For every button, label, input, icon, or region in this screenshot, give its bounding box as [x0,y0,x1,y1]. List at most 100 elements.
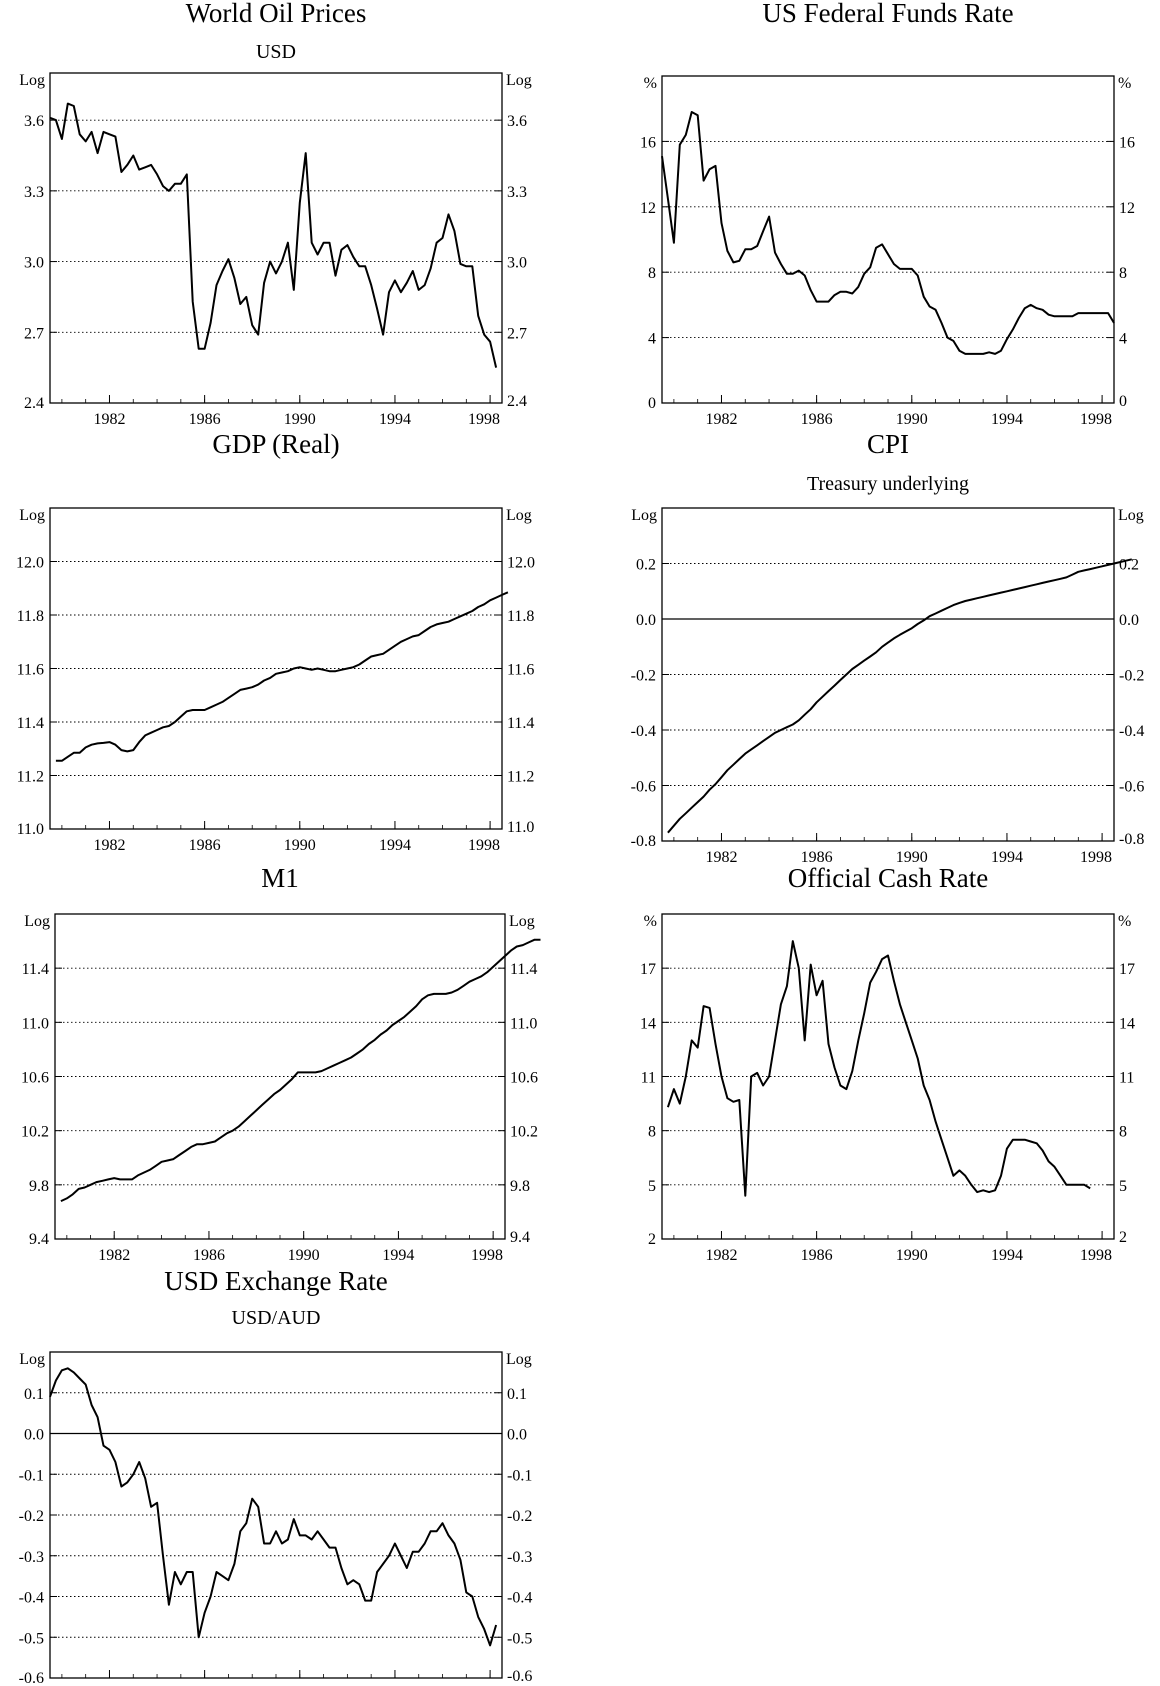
y-tick-label-right: 2.7 [507,325,527,342]
y-tick-label-left: 5 [648,1178,656,1195]
y-tick-label-left: 11 [641,1070,656,1087]
y-unit-left: Log [631,507,657,524]
chart-subtitle: USD/AUD [232,1307,321,1329]
y-unit-right: % [1118,913,1131,930]
x-tick-label: 1990 [284,411,316,428]
y-tick-label-left: -0.4 [19,1590,44,1607]
chart-title: CPI [867,429,909,459]
y-unit-right: Log [506,1351,532,1368]
x-tick-label: 1982 [93,837,125,854]
y-tick-label-right: 11 [1119,1070,1134,1087]
x-tick-label: 1986 [193,1247,225,1264]
y-tick-label-right: 3.0 [507,255,527,272]
y-tick-label-right: 16 [1119,134,1135,151]
y-tick-label-left: 10.2 [21,1124,49,1141]
y-tick-label-left: 11.0 [22,1015,49,1032]
y-tick-label-right: 0 [1119,393,1127,410]
y-tick-label-right: 11.2 [507,769,534,786]
series-line [55,591,509,762]
plot-frame [661,913,1115,1240]
y-tick-label-left: -0.2 [19,1508,44,1525]
x-tick-label: 1986 [189,837,221,854]
y-tick-label-left: -0.8 [631,833,656,850]
y-tick-label-right: 0.1 [507,1386,527,1403]
y-tick-label-left: -0.6 [19,1670,44,1686]
y-tick-label-left: 2 [648,1231,656,1248]
y-tick-label-left: 3.3 [24,184,44,201]
y-tick-label-right: -0.5 [507,1630,532,1647]
x-tick-label: 1994 [991,411,1023,428]
y-tick-label-right: -0.2 [1119,668,1144,685]
chart-subtitle: USD [256,41,296,63]
y-tick-label-right: 10.2 [510,1124,538,1141]
y-unit-left: % [644,75,657,92]
x-tick-label: 1986 [801,1247,833,1264]
series-line [49,1367,498,1647]
x-tick-label: 1994 [379,837,411,854]
chart-panel-1: US Federal Funds Rate% % 0 0 4 4 8 8 12 12 16 16 198… [640,0,1135,428]
x-tick-label: 1990 [284,837,316,854]
y-tick-label-right: 12.0 [507,555,535,572]
y-tick-label-left: -0.4 [631,723,656,740]
y-tick-label-right: -0.4 [507,1590,532,1607]
plot-frame [661,507,1115,842]
y-unit-left: Log [24,913,50,930]
series-line [666,940,1091,1197]
y-tick-label-left: -0.6 [631,779,656,796]
y-unit-left: % [644,913,657,930]
y-tick-label-right: -0.1 [507,1467,532,1484]
y-tick-label-left: 3.6 [24,113,44,130]
x-tick-label: 1982 [705,849,737,866]
x-tick-label: 1986 [189,411,221,428]
x-tick-label: 1982 [705,411,737,428]
y-tick-label-right: -0.6 [507,1668,532,1685]
y-tick-label-left: 0.2 [636,557,656,574]
y-tick-label-right: 11.4 [507,715,534,732]
y-tick-label-left: 14 [640,1015,656,1032]
y-tick-label-right: 11.0 [510,1015,537,1032]
y-unit-right: Log [509,913,535,930]
x-tick-label: 1990 [288,1247,320,1264]
y-tick-label-right: 9.4 [510,1229,530,1246]
chart-panel-2: GDP (Real) Log Log 11.0 11.0 11.2 11.2 11.4 11.4… [16,429,535,854]
plot-frame [54,913,506,1240]
y-tick-label-left: 11.0 [17,821,44,838]
chart-panel-0: World Oil Prices USD Log Log 2.4 2.4 2.7 2.7 3.0… [19,0,532,428]
y-tick-label-right: 8 [1119,265,1127,282]
y-tick-label-right: 17 [1119,961,1135,978]
plot-frame [49,507,503,830]
y-tick-label-right: 0.0 [1119,612,1139,629]
y-tick-label-right: 10.6 [510,1070,538,1087]
y-tick-label-left: 11.4 [17,715,44,732]
plot-frame [661,75,1115,404]
chart-title: GDP (Real) [212,429,339,459]
chart-title: US Federal Funds Rate [762,0,1013,28]
series-line [49,102,498,368]
y-tick-label-left: 11.6 [17,662,44,679]
x-tick-label: 1994 [379,411,411,428]
y-tick-label-left: 12 [640,200,656,217]
y-tick-label-right: -0.3 [507,1549,532,1566]
chart-panel-6: USD Exchange Rate USD/AUD Log Log -0.6 -0.6 -0… [19,1266,533,1686]
y-tick-label-right: -0.2 [507,1508,532,1525]
x-tick-label: 1982 [705,1247,737,1264]
x-tick-label: 1994 [382,1247,414,1264]
chart-panel-4: M1 Log Log 9.4 9.4 9.8 9.8 10.2 10.2 10.6 10.6 11.0… [21,863,541,1264]
y-tick-label-left: 11.8 [17,608,44,625]
y-tick-label-left: 2.4 [24,395,44,412]
y-tick-label-left: 16 [640,134,656,151]
chart-panel-5: Official Cash Rate% % 2 2 5 5 8 8 11 11 14 14 17 17 19… [640,863,1135,1264]
y-tick-label-right: 0.0 [507,1427,527,1444]
y-tick-label-left: 11.4 [22,961,49,978]
y-tick-label-right: 11.4 [510,961,537,978]
y-tick-label-left: 0 [648,395,656,412]
y-unit-right: % [1118,75,1131,92]
chart-title: USD Exchange Rate [164,1266,387,1296]
x-tick-label: 1998 [1080,411,1112,428]
y-tick-label-left: 12.0 [16,555,44,572]
chart-title: World Oil Prices [186,0,367,28]
y-tick-label-right: 11.8 [507,608,534,625]
y-tick-label-right: 8 [1119,1124,1127,1141]
x-tick-label: 1994 [991,849,1023,866]
y-tick-label-left: 0.0 [24,1427,44,1444]
